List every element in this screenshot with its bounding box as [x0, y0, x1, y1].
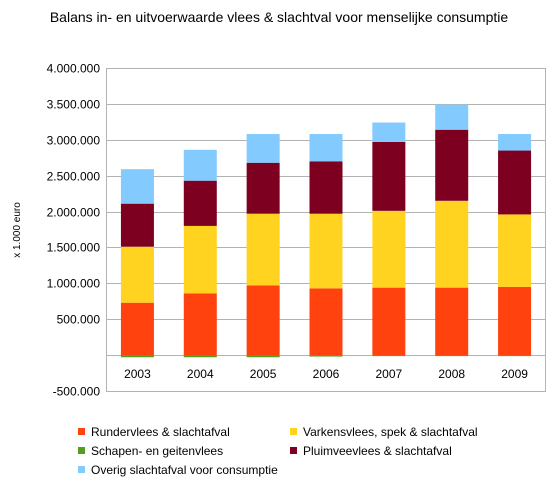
bar-segment	[120, 169, 154, 204]
bar-segment	[498, 286, 532, 356]
bar-segment	[183, 180, 217, 226]
y-tick-label: 4.000.000	[47, 62, 101, 76]
bar-segment	[183, 293, 217, 356]
bar-segment	[120, 246, 154, 303]
bar-segment	[309, 134, 343, 162]
bar-segment	[372, 141, 406, 211]
bar-segment	[309, 288, 343, 356]
legend-swatch	[78, 428, 85, 435]
bar-segment	[309, 355, 343, 357]
bar-segment	[372, 210, 406, 288]
bar-segment	[498, 355, 532, 357]
x-tick-label: 2004	[187, 367, 214, 381]
bar-segment	[120, 203, 154, 247]
bar-segment	[246, 134, 280, 163]
bar-segment	[435, 200, 469, 288]
bar-segment	[435, 104, 469, 130]
bar-segment	[309, 161, 343, 214]
bar-segment	[246, 213, 280, 286]
legend-label: Varkensvlees, spek & slachtafval	[303, 425, 478, 439]
bar-segment	[120, 302, 154, 356]
legend-label: Rundervlees & slachtafval	[91, 425, 230, 439]
legend-label: Overig slachtafval voor consumptie	[91, 463, 278, 477]
bar-segment	[183, 225, 217, 294]
bar-segment	[309, 213, 343, 289]
legend-label: Pluimveevlees & slachtafval	[303, 444, 452, 458]
y-tick-label: 3.500.000	[47, 98, 101, 112]
bar-segment	[120, 355, 154, 358]
x-tick-label: 2005	[250, 367, 277, 381]
legend-swatch	[290, 428, 297, 435]
legend: Rundervlees & slachtafval Varkensvlees, s…	[78, 425, 478, 477]
x-tick-label: 2008	[438, 367, 465, 381]
y-tick-label: 2.000.000	[47, 206, 101, 220]
y-tick-label: 1.000.000	[47, 277, 101, 291]
bar-segment	[372, 355, 406, 357]
bar-segment	[246, 355, 280, 358]
y-axis-label: x 1.000 euro	[12, 202, 23, 258]
y-tick-label: 500.000	[57, 313, 101, 327]
y-tick-label: 3.000.000	[47, 134, 101, 148]
bar-segment	[183, 355, 217, 358]
x-tick-label: 2003	[124, 367, 151, 381]
bar-segment	[372, 287, 406, 356]
y-axis-tick-labels: -500.000 500.000 1.000.000 1.500.000 2.000.0…	[47, 62, 101, 399]
y-tick-label: 1.500.000	[47, 241, 101, 255]
bar-segment	[183, 149, 217, 181]
legend-swatch	[78, 466, 85, 473]
bar-segment	[498, 214, 532, 287]
y-tick-label: 2.500.000	[47, 170, 101, 184]
bar-segment	[246, 285, 280, 356]
x-tick-label: 2006	[313, 367, 340, 381]
legend-label: Schapen- en geitenvlees	[91, 444, 223, 458]
bars	[120, 104, 532, 358]
bar-segment	[498, 150, 532, 215]
bar-segment	[372, 122, 406, 142]
bar-segment	[498, 134, 532, 151]
x-axis-tick-labels: 2003 2004 2005 2006 2007 2008 2009	[124, 367, 528, 381]
legend-swatch	[290, 447, 297, 454]
bar-segment	[435, 355, 469, 357]
chart-title: Balans in- en uitvoerwaarde vlees & slac…	[50, 9, 509, 25]
legend-swatch	[78, 447, 85, 454]
x-tick-label: 2007	[376, 367, 403, 381]
y-tick-label: -500.000	[53, 385, 101, 399]
bar-segment	[435, 287, 469, 356]
bar-segment	[246, 162, 280, 214]
bar-segment	[435, 129, 469, 201]
x-tick-label: 2009	[501, 367, 528, 381]
